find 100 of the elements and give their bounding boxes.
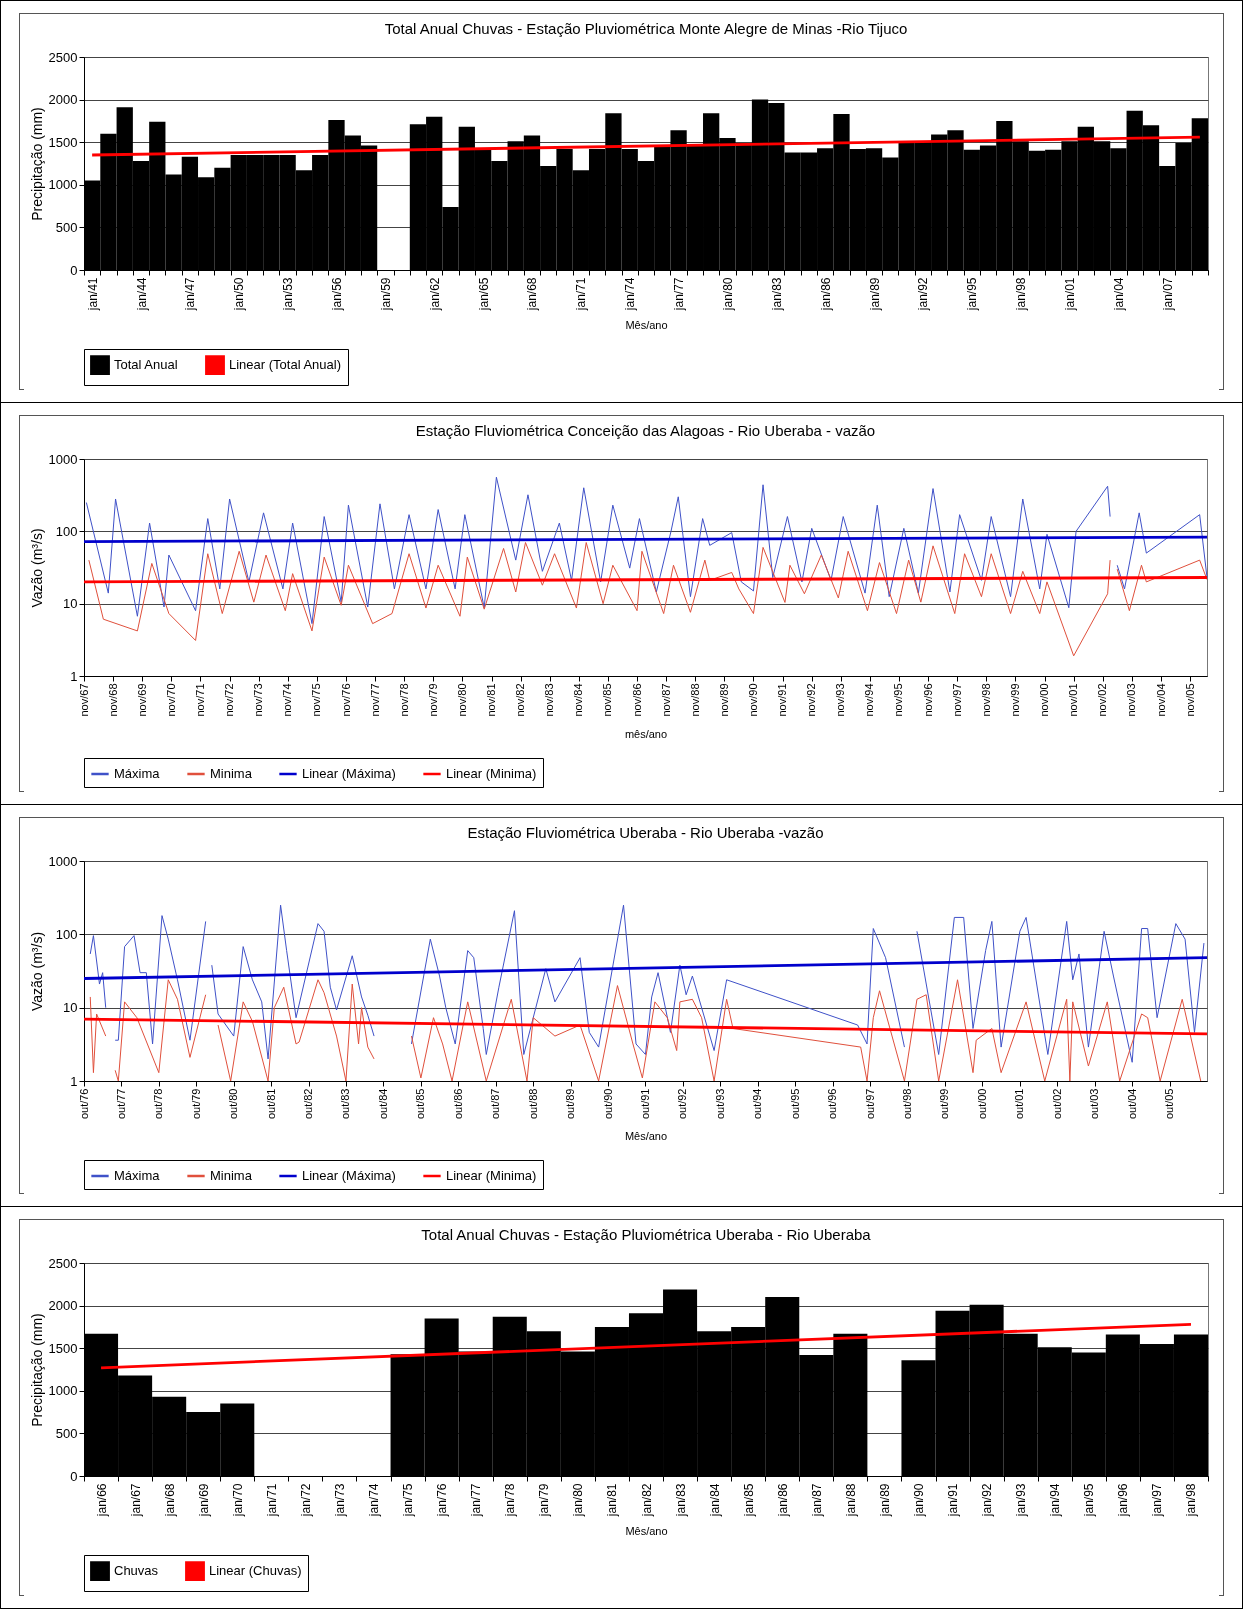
x-tick-label: nov/71 [193, 683, 206, 717]
y-axis-title: Precipitação (mm) [28, 107, 45, 221]
x-tick-label: jan/85 [741, 1483, 756, 1518]
x-tick-label: out/04 [1125, 1088, 1138, 1120]
x-tick-label: jan/97 [1150, 1483, 1165, 1518]
x-tick-label: nov/93 [834, 683, 847, 717]
x-tick-label: jan/88 [843, 1483, 858, 1518]
x-tick-label: jan/77 [469, 1483, 484, 1518]
x-tick-label: jan/56 [329, 277, 344, 312]
x-tick-label: nov/73 [252, 683, 265, 717]
x-tick-label: nov/88 [688, 683, 701, 717]
x-tick-label: out/02 [1050, 1088, 1063, 1120]
x-tick-label: jan/86 [775, 1483, 790, 1518]
x-tick-label: jan/59 [378, 277, 393, 312]
y-axis-title: Vazão (m³/s) [28, 528, 45, 608]
x-tick-label: jan/92 [916, 277, 931, 312]
y-tick-label: 500 [55, 1425, 78, 1441]
x-tick-label: out/95 [788, 1088, 801, 1120]
y-tick-label: 1000 [48, 177, 78, 193]
x-tick-label: nov/77 [368, 683, 381, 717]
x-tick-label: jan/01 [1063, 277, 1078, 312]
x-tick-label: jan/83 [673, 1483, 688, 1518]
x-tick-label: jan/71 [574, 277, 589, 312]
x-tick-label: jan/81 [605, 1483, 620, 1518]
x-tick-label: out/00 [975, 1088, 988, 1120]
x-tick-label: nov/94 [863, 683, 876, 717]
x-tick-label: nov/87 [659, 683, 672, 717]
x-tick-label: jan/74 [367, 1483, 382, 1518]
x-tick-label: jan/47 [183, 277, 198, 312]
y-axis-title: Vazão (m³/s) [28, 931, 45, 1012]
x-tick-label: nov/85 [601, 683, 614, 717]
x-tick-label: out/83 [339, 1088, 352, 1120]
x-tick-label: out/97 [863, 1088, 876, 1120]
x-tick-label: jan/65 [476, 277, 491, 312]
x-tick-label: nov/80 [455, 683, 468, 717]
chart-title: Total Anual Chuvas - Estação Pluviométrica Uberaba - Rio Uberaba [421, 1226, 872, 1243]
legend-label: Total Anual [114, 357, 178, 373]
x-tick-label: out/76 [77, 1088, 90, 1120]
x-tick-label: nov/79 [426, 683, 439, 717]
x-tick-label: nov/03 [1125, 683, 1138, 717]
x-tick-label: jan/89 [877, 1483, 892, 1518]
x-axis-title: mês/ano [624, 727, 668, 740]
x-tick-label: nov/98 [979, 683, 992, 717]
x-tick-label: nov/00 [1038, 683, 1051, 717]
x-tick-label: nov/86 [630, 683, 643, 717]
legend-label: Minima [210, 1168, 253, 1183]
x-tick-label: jan/78 [503, 1483, 518, 1518]
x-tick-label: out/01 [1013, 1088, 1026, 1120]
legend-label: Linear (Máxima) [302, 1168, 396, 1183]
x-tick-label: nov/74 [281, 683, 294, 717]
x-tick-label: jan/07 [1160, 277, 1175, 312]
x-tick-label: out/98 [901, 1088, 914, 1120]
x-tick-label: out/87 [489, 1088, 502, 1120]
x-tick-label: jan/70 [230, 1483, 245, 1518]
x-tick-label: out/84 [376, 1088, 389, 1120]
x-tick-label: jan/95 [965, 277, 980, 312]
y-tick-label: 2000 [48, 1298, 78, 1314]
x-tick-label: out/03 [1088, 1088, 1101, 1120]
x-tick-label: nov/99 [1008, 683, 1021, 717]
y-tick-label: 100 [55, 926, 78, 942]
x-tick-label: jan/68 [525, 277, 540, 312]
x-tick-label: nov/02 [1096, 683, 1109, 717]
x-tick-label: out/88 [526, 1088, 539, 1120]
x-tick-label: out/91 [638, 1088, 651, 1120]
x-axis-title: Mês/ano [625, 319, 668, 332]
x-axis-title: Mês/ano [624, 1130, 668, 1143]
legend-label: Linear (Máxima) [302, 766, 396, 781]
x-tick-label: nov/92 [805, 683, 818, 717]
x-tick-label: jan/94 [1048, 1483, 1063, 1518]
x-tick-label: nov/69 [135, 683, 148, 717]
y-tick-label: 1000 [48, 853, 78, 869]
x-tick-label: jan/72 [298, 1483, 313, 1518]
y-tick-label: 2500 [48, 49, 78, 65]
x-tick-label: out/93 [713, 1088, 726, 1120]
x-tick-label: nov/95 [892, 683, 905, 717]
x-tick-label: out/94 [751, 1088, 764, 1120]
x-tick-label: nov/05 [1183, 683, 1196, 717]
x-tick-label: jan/90 [911, 1483, 926, 1518]
x-tick-label: out/90 [601, 1088, 614, 1120]
x-tick-label: jan/77 [672, 277, 687, 312]
x-tick-label: jan/66 [94, 1483, 109, 1518]
x-tick-label: jan/62 [427, 277, 442, 312]
x-tick-label: out/79 [189, 1088, 202, 1120]
x-tick-label: jan/79 [537, 1483, 552, 1518]
x-tick-label: jan/04 [1111, 277, 1126, 312]
x-tick-label: jan/80 [720, 277, 735, 312]
y-tick-label: 1 [70, 668, 78, 684]
x-tick-label: out/82 [302, 1088, 315, 1120]
x-tick-label: nov/83 [543, 683, 556, 717]
x-tick-label: nov/96 [921, 683, 934, 717]
x-tick-label: nov/91 [776, 683, 789, 717]
x-tick-label: jan/75 [401, 1483, 416, 1518]
x-tick-label: nov/90 [746, 683, 759, 717]
x-tick-label: out/92 [676, 1088, 689, 1120]
x-tick-label: jan/98 [1014, 277, 1029, 312]
x-tick-label: out/99 [938, 1088, 951, 1120]
y-tick-label: 1000 [48, 451, 78, 467]
x-tick-label: out/89 [564, 1088, 577, 1120]
y-tick-label: 2500 [48, 1255, 78, 1271]
y-tick-label: 1 [70, 1073, 78, 1089]
